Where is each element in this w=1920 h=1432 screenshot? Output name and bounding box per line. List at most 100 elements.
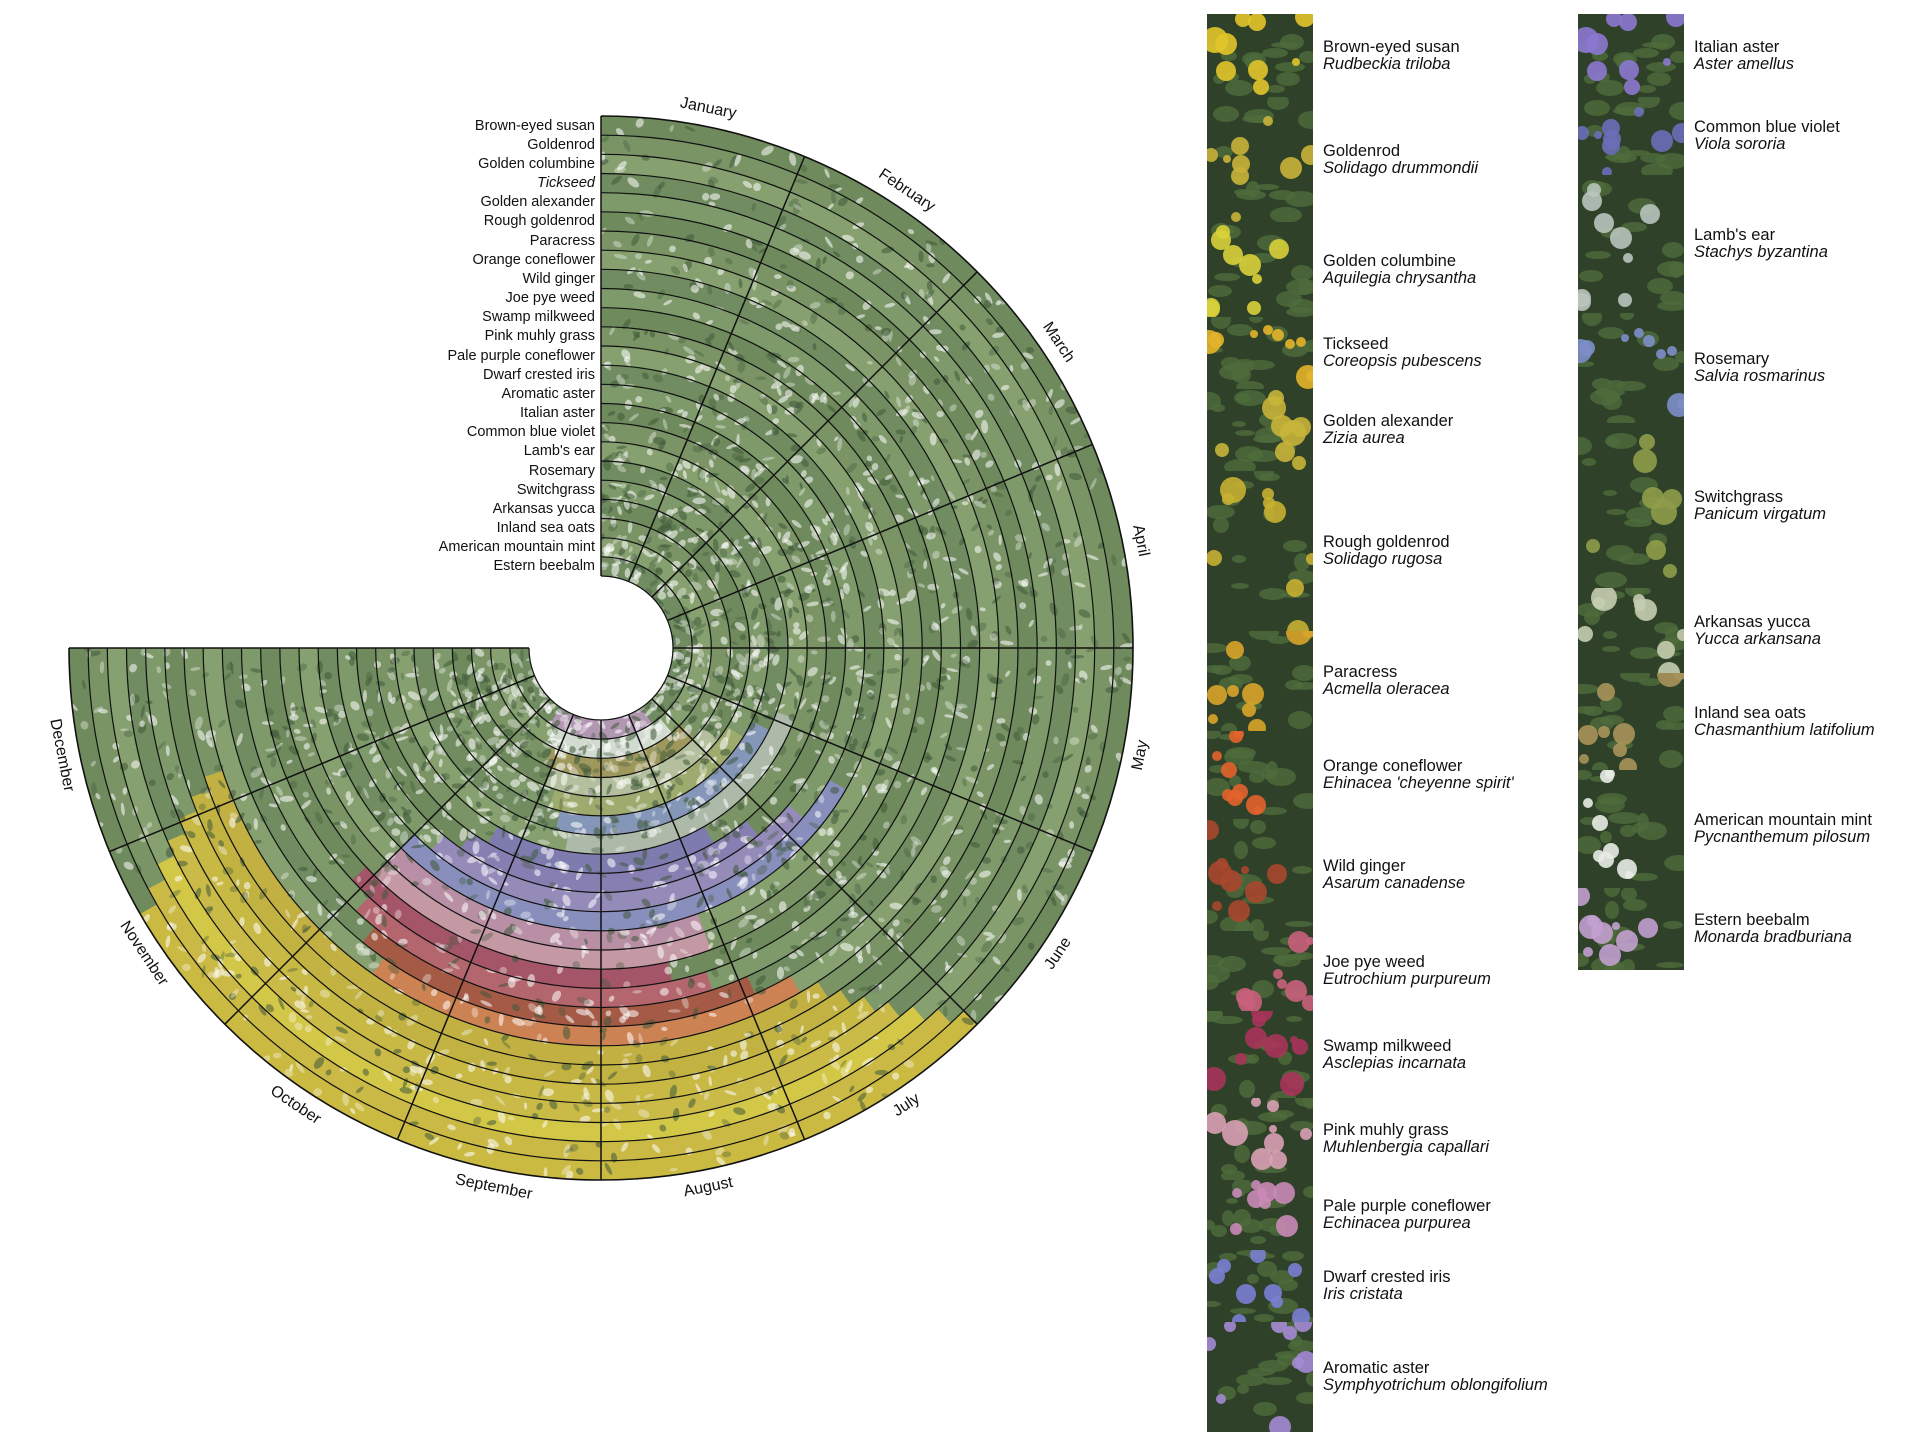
- leaf-speck: [510, 684, 519, 698]
- leaf-speck: [669, 245, 676, 253]
- leaf-speck: [753, 477, 765, 485]
- leaf-speck: [409, 1085, 423, 1092]
- leaf-speck: [187, 831, 196, 839]
- leaf-speck: [856, 430, 866, 442]
- leaf-speck: [684, 750, 696, 756]
- leaf-speck: [925, 532, 936, 540]
- leaf-speck: [800, 164, 808, 173]
- leaf-speck: [669, 1084, 677, 1099]
- month-label-may: May: [1129, 739, 1152, 772]
- leaf-speck: [498, 1012, 504, 1027]
- leaf-speck: [488, 877, 498, 885]
- legend-scientific-name: Asarum canadense: [1323, 874, 1466, 892]
- leaf-speck: [623, 911, 632, 919]
- leaf-speck: [840, 942, 854, 952]
- leaf-speck: [711, 756, 717, 764]
- leaf-speck: [983, 300, 992, 309]
- leaf-speck: [585, 1008, 595, 1020]
- legend-scientific-name: Aster amellus: [1694, 54, 1794, 73]
- leaf-speck: [615, 451, 623, 457]
- leaf-speck: [545, 706, 553, 714]
- leaf-speck: [925, 289, 935, 300]
- leaf-speck: [365, 677, 372, 686]
- leaf-speck: [617, 465, 627, 473]
- leaf-speck: [745, 239, 753, 249]
- leaf-speck: [391, 828, 401, 836]
- leaf-speck: [123, 729, 133, 738]
- leaf-speck: [421, 745, 429, 759]
- leaf-speck: [528, 1053, 537, 1061]
- leaf-speck: [526, 781, 540, 792]
- leaf-speck: [799, 488, 806, 496]
- leaf-speck: [837, 307, 846, 316]
- leaf-speck: [887, 618, 900, 625]
- leaf-speck: [900, 814, 907, 825]
- leaf-speck: [708, 459, 714, 468]
- leaf-speck: [475, 699, 480, 711]
- leaf-speck: [752, 557, 761, 567]
- legend-common-name: Switchgrass: [1694, 487, 1783, 506]
- leaf-speck: [826, 827, 833, 836]
- legend-common-name: Arkansas yucca: [1694, 612, 1811, 631]
- leaf-speck: [205, 735, 213, 748]
- leaf-speck: [961, 501, 969, 506]
- leaf-speck: [413, 762, 420, 773]
- leaf-speck: [763, 630, 777, 636]
- leaf-speck: [741, 584, 749, 597]
- leaf-speck: [486, 1061, 497, 1066]
- leaf-speck: [781, 531, 791, 544]
- leaf-speck: [447, 1124, 456, 1131]
- leaf-speck: [567, 763, 573, 771]
- leaf-speck: [739, 634, 746, 641]
- leaf-speck: [758, 395, 769, 406]
- leaf-speck: [808, 822, 822, 830]
- leaf-speck: [806, 601, 820, 607]
- leaf-speck: [631, 233, 640, 247]
- leaf-speck: [943, 856, 951, 865]
- leaf-speck: [422, 877, 432, 886]
- month-label-april: April: [1129, 523, 1152, 558]
- leaf-speck: [1048, 406, 1054, 416]
- leaf-speck: [459, 827, 468, 842]
- leaf-speck: [786, 598, 793, 608]
- leaf-speck: [189, 689, 197, 697]
- leaf-speck: [621, 455, 631, 465]
- leaf-speck: [802, 320, 808, 327]
- leaf-speck: [789, 1132, 797, 1136]
- leaf-speck: [1025, 346, 1035, 354]
- leaf-speck: [591, 1020, 598, 1028]
- leaf-speck: [875, 769, 886, 776]
- leaf-speck: [1012, 760, 1024, 765]
- leaf-speck: [408, 737, 416, 744]
- leaf-speck: [642, 847, 648, 861]
- leaf-speck: [752, 182, 762, 192]
- leaf-speck: [796, 836, 804, 841]
- ring-grid: [68, 115, 1134, 1181]
- leaf-speck: [974, 622, 987, 633]
- leaf-speck: [697, 655, 705, 667]
- leaf-speck: [732, 830, 741, 839]
- leaf-speck: [533, 1013, 546, 1019]
- leaf-speck: [720, 636, 728, 645]
- leaf-speck: [601, 425, 610, 435]
- leaf-speck: [734, 820, 739, 832]
- leaf-speck: [527, 686, 534, 693]
- leaf-speck: [282, 726, 291, 732]
- leaf-speck: [1069, 821, 1075, 829]
- leaf-speck: [1054, 463, 1061, 477]
- leaf-speck: [861, 784, 868, 798]
- leaf-speck: [389, 973, 395, 980]
- leaf-speck: [363, 908, 371, 921]
- leaf-speck: [649, 750, 657, 765]
- leaf-speck: [962, 454, 973, 458]
- leaf-speck: [895, 494, 904, 499]
- leaf-speck: [696, 796, 706, 806]
- leaf-speck: [884, 453, 891, 463]
- leaf-speck: [943, 815, 953, 822]
- bloom-band: [140, 904, 978, 1180]
- leaf-speck: [294, 736, 307, 741]
- leaf-speck: [411, 998, 421, 1007]
- leaf-speck: [944, 714, 954, 718]
- leaf-speck: [261, 721, 274, 725]
- leaf-speck: [617, 412, 625, 421]
